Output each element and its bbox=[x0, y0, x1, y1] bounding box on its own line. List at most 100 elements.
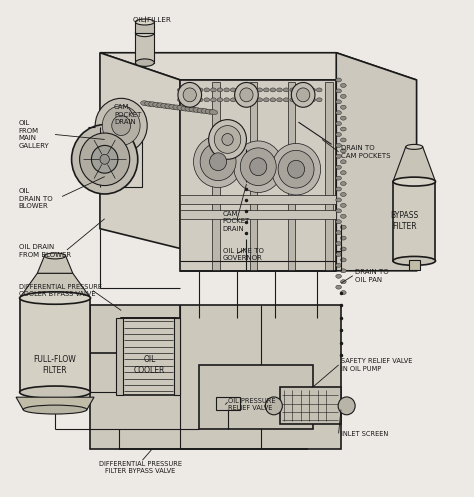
Ellipse shape bbox=[250, 98, 256, 102]
Ellipse shape bbox=[317, 98, 322, 102]
Circle shape bbox=[240, 148, 276, 185]
Ellipse shape bbox=[336, 100, 341, 104]
Text: FULL-FLOW
FILTER: FULL-FLOW FILTER bbox=[34, 355, 76, 375]
Ellipse shape bbox=[297, 88, 302, 92]
Ellipse shape bbox=[340, 94, 346, 98]
Ellipse shape bbox=[336, 274, 341, 278]
Circle shape bbox=[183, 88, 196, 102]
Polygon shape bbox=[91, 306, 341, 449]
Ellipse shape bbox=[136, 59, 155, 67]
Ellipse shape bbox=[340, 203, 346, 207]
Ellipse shape bbox=[270, 88, 276, 92]
Ellipse shape bbox=[340, 225, 346, 229]
Ellipse shape bbox=[209, 110, 218, 115]
Ellipse shape bbox=[189, 107, 198, 112]
Circle shape bbox=[102, 106, 140, 146]
Ellipse shape bbox=[303, 98, 309, 102]
Circle shape bbox=[272, 144, 320, 195]
Text: DIFFERENTIAL PRESSURE
FILTER BYPASS VALVE: DIFFERENTIAL PRESSURE FILTER BYPASS VALV… bbox=[99, 461, 182, 474]
Ellipse shape bbox=[191, 98, 196, 102]
Ellipse shape bbox=[340, 127, 346, 131]
Ellipse shape bbox=[204, 98, 210, 102]
Ellipse shape bbox=[340, 138, 346, 142]
Circle shape bbox=[278, 151, 314, 188]
Bar bbox=[100, 132, 143, 186]
Circle shape bbox=[235, 83, 258, 107]
Ellipse shape bbox=[336, 263, 341, 267]
Ellipse shape bbox=[336, 252, 341, 256]
Text: DRAIN TO
CAM POCKETS: DRAIN TO CAM POCKETS bbox=[341, 145, 391, 159]
Ellipse shape bbox=[237, 88, 243, 92]
Circle shape bbox=[240, 88, 253, 102]
Bar bbox=[173, 318, 180, 395]
Bar bbox=[19, 298, 91, 392]
Text: OIL
COOLER: OIL COOLER bbox=[134, 355, 165, 375]
Ellipse shape bbox=[145, 101, 153, 106]
Circle shape bbox=[210, 153, 227, 170]
Polygon shape bbox=[16, 397, 94, 410]
Ellipse shape bbox=[336, 165, 341, 169]
Ellipse shape bbox=[173, 105, 182, 110]
Ellipse shape bbox=[340, 247, 346, 251]
Ellipse shape bbox=[340, 280, 346, 284]
Ellipse shape bbox=[169, 104, 177, 109]
Text: OIL DRAIN
FROM BLOWER: OIL DRAIN FROM BLOWER bbox=[18, 244, 71, 258]
Bar bbox=[280, 387, 341, 424]
Ellipse shape bbox=[336, 231, 341, 235]
Ellipse shape bbox=[19, 386, 91, 399]
Ellipse shape bbox=[340, 116, 346, 120]
Ellipse shape bbox=[336, 144, 341, 148]
Ellipse shape bbox=[161, 103, 169, 108]
Ellipse shape bbox=[340, 192, 346, 196]
Polygon shape bbox=[37, 256, 73, 273]
Circle shape bbox=[91, 146, 118, 173]
Bar bbox=[409, 260, 420, 270]
Ellipse shape bbox=[283, 88, 289, 92]
Circle shape bbox=[222, 134, 233, 146]
Polygon shape bbox=[336, 53, 417, 271]
Ellipse shape bbox=[340, 214, 346, 218]
Circle shape bbox=[72, 125, 138, 194]
Ellipse shape bbox=[153, 102, 161, 107]
Ellipse shape bbox=[336, 122, 341, 126]
Circle shape bbox=[250, 158, 267, 175]
Ellipse shape bbox=[336, 242, 341, 246]
Circle shape bbox=[100, 155, 109, 164]
Ellipse shape bbox=[257, 98, 263, 102]
Ellipse shape bbox=[336, 155, 341, 159]
Ellipse shape bbox=[290, 88, 296, 92]
Bar bbox=[180, 210, 336, 219]
Ellipse shape bbox=[244, 98, 249, 102]
Ellipse shape bbox=[193, 107, 201, 113]
Bar bbox=[212, 83, 219, 271]
Ellipse shape bbox=[336, 176, 341, 180]
Ellipse shape bbox=[191, 88, 196, 92]
Polygon shape bbox=[19, 273, 91, 298]
Ellipse shape bbox=[165, 104, 173, 109]
Ellipse shape bbox=[157, 103, 165, 108]
Ellipse shape bbox=[184, 88, 190, 92]
Ellipse shape bbox=[210, 98, 216, 102]
Ellipse shape bbox=[277, 98, 283, 102]
Ellipse shape bbox=[177, 98, 183, 102]
Circle shape bbox=[193, 136, 243, 187]
Polygon shape bbox=[100, 53, 180, 248]
Ellipse shape bbox=[264, 98, 269, 102]
Ellipse shape bbox=[23, 405, 87, 414]
Ellipse shape bbox=[136, 19, 155, 25]
Ellipse shape bbox=[340, 149, 346, 153]
Circle shape bbox=[234, 141, 283, 192]
Polygon shape bbox=[100, 53, 417, 80]
Ellipse shape bbox=[205, 109, 214, 114]
Ellipse shape bbox=[257, 88, 263, 92]
Circle shape bbox=[178, 83, 201, 107]
Circle shape bbox=[292, 83, 315, 107]
Ellipse shape bbox=[181, 106, 190, 111]
Ellipse shape bbox=[283, 98, 289, 102]
Ellipse shape bbox=[340, 170, 346, 174]
Circle shape bbox=[265, 397, 283, 415]
Ellipse shape bbox=[217, 98, 223, 102]
Ellipse shape bbox=[393, 177, 436, 186]
Ellipse shape bbox=[336, 89, 341, 93]
Bar bbox=[136, 22, 155, 33]
